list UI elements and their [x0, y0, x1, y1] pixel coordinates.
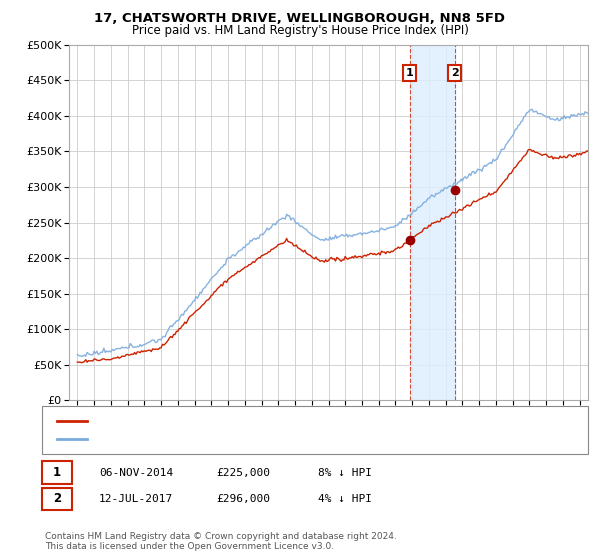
Text: 1: 1 [53, 466, 61, 479]
Text: 06-NOV-2014: 06-NOV-2014 [99, 468, 173, 478]
Text: Contains HM Land Registry data © Crown copyright and database right 2024.
This d: Contains HM Land Registry data © Crown c… [45, 532, 397, 552]
Text: Price paid vs. HM Land Registry's House Price Index (HPI): Price paid vs. HM Land Registry's House … [131, 24, 469, 36]
Text: 2: 2 [451, 68, 458, 78]
Text: 17, CHATSWORTH DRIVE, WELLINGBOROUGH, NN8 5FD: 17, CHATSWORTH DRIVE, WELLINGBOROUGH, NN… [95, 12, 505, 25]
Text: 12-JUL-2017: 12-JUL-2017 [99, 494, 173, 504]
Text: 2: 2 [53, 492, 61, 506]
Text: 1: 1 [406, 68, 413, 78]
Text: 8% ↓ HPI: 8% ↓ HPI [318, 468, 372, 478]
Text: 17, CHATSWORTH DRIVE, WELLINGBOROUGH, NN8 5FD (detached house): 17, CHATSWORTH DRIVE, WELLINGBOROUGH, NN… [93, 416, 461, 426]
Text: £296,000: £296,000 [216, 494, 270, 504]
Text: £225,000: £225,000 [216, 468, 270, 478]
Text: HPI: Average price, detached house, North Northamptonshire: HPI: Average price, detached house, Nort… [93, 434, 399, 444]
Bar [410, 45, 455, 400]
Text: 4% ↓ HPI: 4% ↓ HPI [318, 494, 372, 504]
